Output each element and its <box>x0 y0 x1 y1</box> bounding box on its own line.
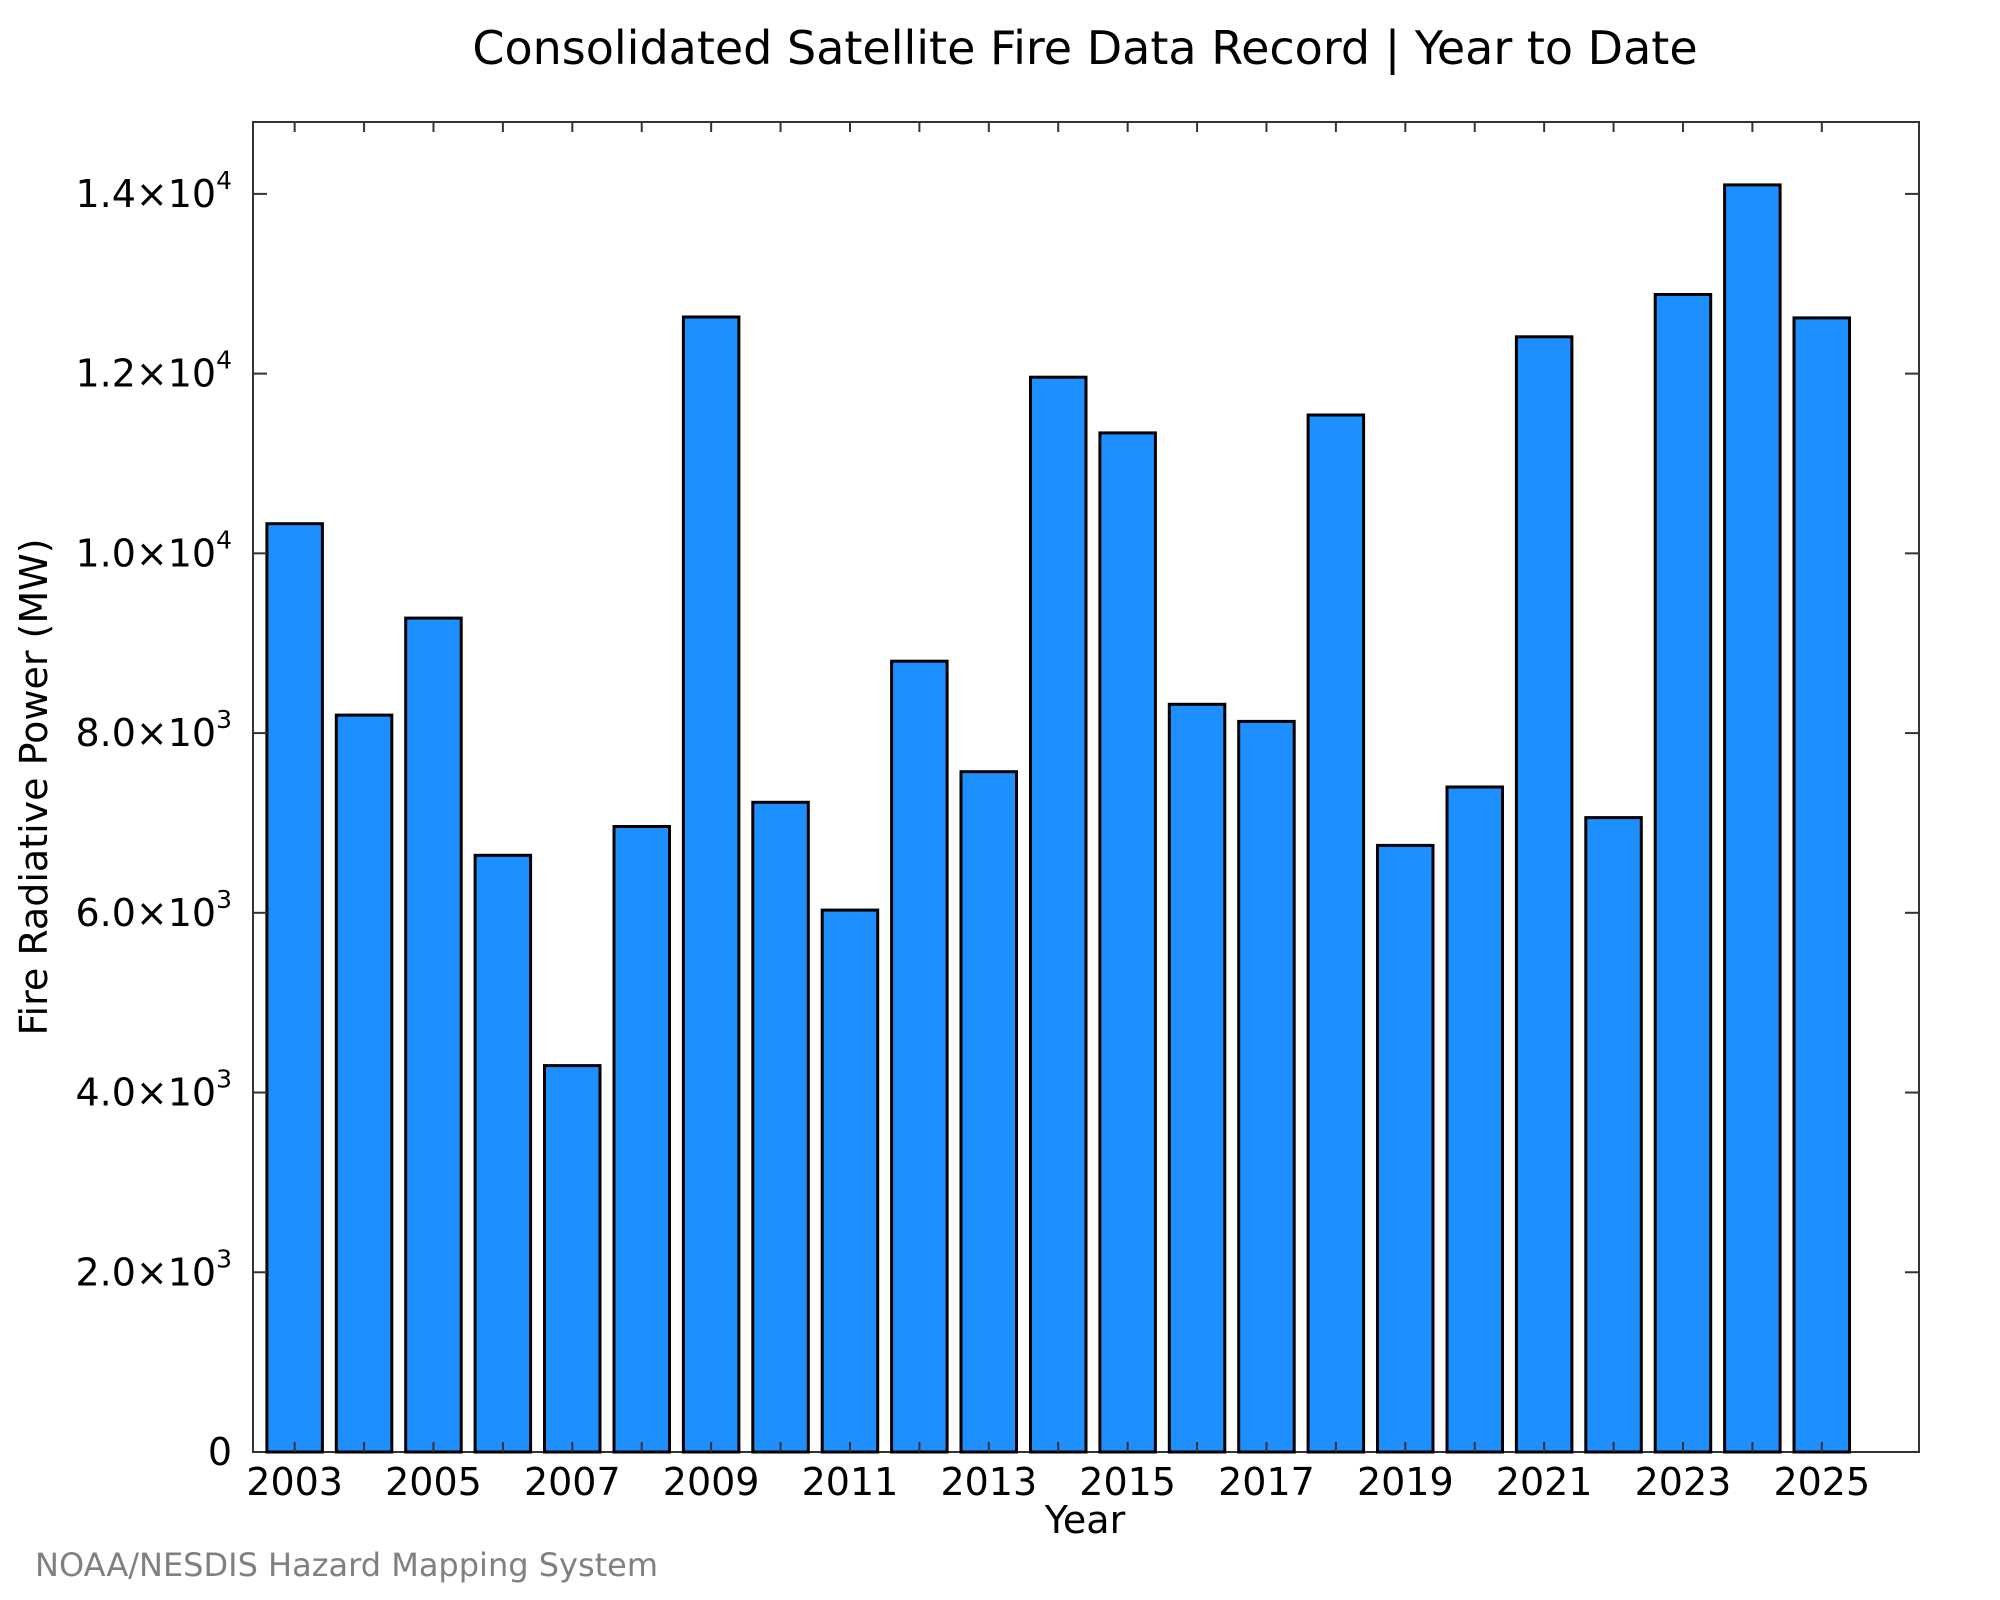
bar-2022 <box>1584 816 1643 1454</box>
bar-2023 <box>1653 293 1713 1454</box>
bars-group <box>265 183 1851 1454</box>
credit-text: NOAA/NESDIS Hazard Mapping System <box>35 1546 658 1584</box>
bar-2008 <box>612 825 671 1454</box>
bar-2019 <box>1376 843 1435 1454</box>
bar-2017 <box>1237 719 1296 1454</box>
x-tick-label: 2013 <box>940 1460 1037 1504</box>
x-tick-label: 2007 <box>524 1460 621 1504</box>
x-axis-ticks: 2003 2005 2007 2009 2011 2013 2015 2017 2019 2021… <box>246 122 1870 1504</box>
x-tick-label: 2015 <box>1079 1460 1176 1504</box>
x-tick-label: 2021 <box>1496 1460 1593 1504</box>
bar-2025 <box>1792 316 1851 1454</box>
y-tick-label: 1.4×104 <box>75 166 232 216</box>
bar-2016 <box>1167 702 1227 1454</box>
bar-2009 <box>681 315 741 1454</box>
chart-title: Consolidated Satellite Fire Data Record … <box>472 21 1697 76</box>
bar-2003 <box>265 522 324 1454</box>
bar-2018 <box>1306 413 1366 1454</box>
bar-2011 <box>820 908 880 1454</box>
y-tick-label: 4.0×103 <box>75 1065 232 1115</box>
y-axis-label: Fire Radiative Power (MW) <box>12 538 56 1035</box>
bar-2021 <box>1514 335 1574 1454</box>
bar-2010 <box>751 800 810 1454</box>
bar-2014 <box>1029 375 1088 1454</box>
y-tick-label: 8.0×103 <box>75 705 232 755</box>
x-tick-label: 2009 <box>663 1460 760 1504</box>
y-tick-label: 1.2×104 <box>75 346 232 396</box>
x-tick-label: 2011 <box>802 1460 899 1504</box>
y-tick-label: 0 <box>208 1430 232 1474</box>
bar-2024 <box>1723 183 1782 1454</box>
x-tick-label: 2003 <box>246 1460 343 1504</box>
bar-2020 <box>1445 785 1504 1454</box>
bar-2006 <box>473 853 533 1454</box>
bar-2013 <box>959 770 1018 1454</box>
x-tick-label: 2025 <box>1773 1460 1870 1504</box>
bar-2004 <box>334 713 394 1454</box>
x-tick-label: 2019 <box>1357 1460 1454 1504</box>
bar-2015 <box>1098 431 1157 1454</box>
bar-2005 <box>404 616 463 1454</box>
x-tick-label: 2017 <box>1218 1460 1315 1504</box>
y-tick-label: 2.0×103 <box>75 1244 232 1294</box>
bar-2007 <box>543 1064 602 1454</box>
x-axis-label: Year <box>1044 1498 1126 1542</box>
y-tick-label: 1.0×104 <box>75 525 232 575</box>
bar-2012 <box>890 659 949 1454</box>
y-axis-ticks: 0 2.0×103 4.0×103 6.0×103 8.0×103 1.0×104 1.2×… <box>75 166 1919 1474</box>
x-tick-label: 2005 <box>385 1460 482 1504</box>
x-tick-label: 2023 <box>1635 1460 1732 1504</box>
y-tick-label: 6.0×103 <box>75 885 232 935</box>
